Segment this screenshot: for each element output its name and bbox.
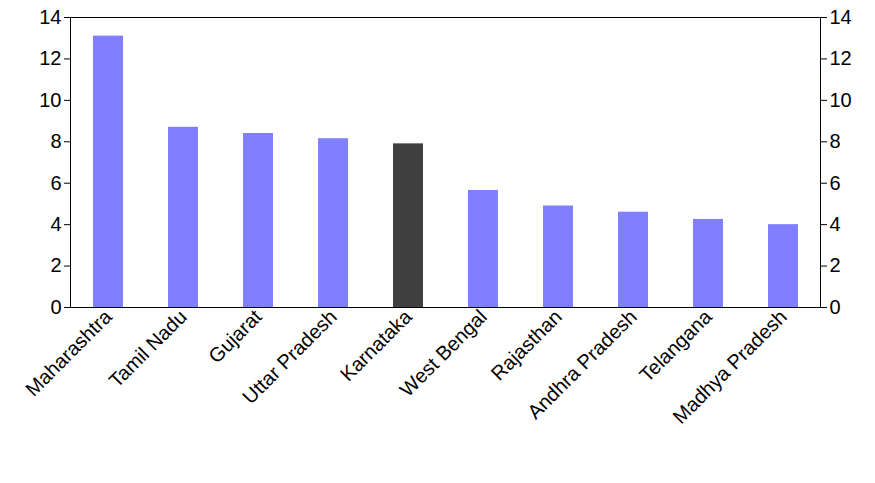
svg-text:12: 12 — [39, 47, 61, 69]
svg-text:Andhra Pradesh: Andhra Pradesh — [523, 305, 641, 423]
svg-text:6: 6 — [830, 172, 841, 194]
svg-text:Tamil Nadu: Tamil Nadu — [105, 305, 191, 391]
svg-text:8: 8 — [830, 130, 841, 152]
svg-text:2: 2 — [50, 254, 61, 276]
svg-text:14: 14 — [39, 6, 61, 28]
svg-text:Madhya Pradesh: Madhya Pradesh — [668, 305, 790, 427]
svg-text:8: 8 — [50, 130, 61, 152]
svg-text:Gujarat: Gujarat — [204, 305, 266, 367]
svg-text:Maharashtra: Maharashtra — [21, 305, 117, 401]
svg-text:0: 0 — [830, 296, 841, 318]
svg-text:12: 12 — [830, 47, 852, 69]
svg-text:Rajasthan: Rajasthan — [487, 305, 566, 384]
svg-text:6: 6 — [50, 172, 61, 194]
svg-text:Telangana: Telangana — [635, 305, 716, 386]
svg-text:10: 10 — [39, 89, 61, 111]
svg-text:0: 0 — [50, 296, 61, 318]
svg-text:14: 14 — [830, 6, 852, 28]
svg-text:10: 10 — [830, 89, 852, 111]
svg-text:4: 4 — [50, 213, 61, 235]
svg-text:Uttar Pradesh: Uttar Pradesh — [238, 305, 341, 408]
svg-text:West Bengal: West Bengal — [395, 305, 490, 400]
svg-text:Karnataka: Karnataka — [336, 305, 417, 386]
svg-text:4: 4 — [830, 213, 841, 235]
svg-text:2: 2 — [830, 254, 841, 276]
